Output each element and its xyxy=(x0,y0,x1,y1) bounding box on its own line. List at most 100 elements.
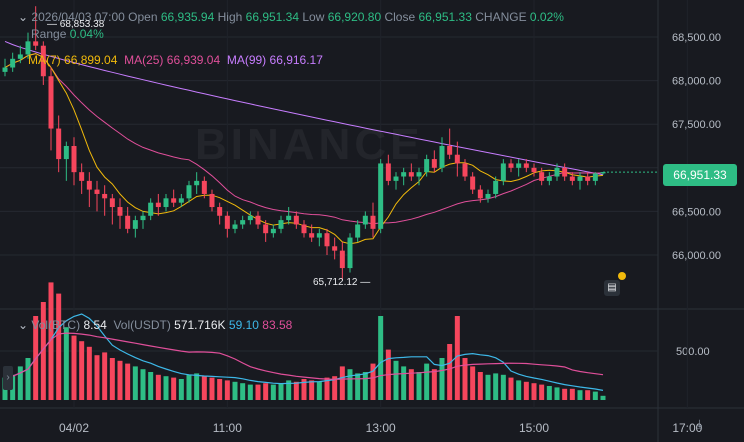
volume-bar xyxy=(378,316,384,400)
volume-bar xyxy=(439,358,445,400)
volume-bar xyxy=(301,379,307,400)
volume-bar xyxy=(362,372,368,400)
candle-body xyxy=(454,154,460,164)
volume-bar xyxy=(86,346,92,400)
volume-bar xyxy=(393,360,399,400)
volume-bar xyxy=(355,373,361,400)
volume-bar xyxy=(240,383,246,400)
candle-body xyxy=(554,167,560,177)
candle-body xyxy=(293,215,299,225)
volume-bar xyxy=(102,352,108,400)
candle-body xyxy=(247,215,253,221)
candle-body xyxy=(592,173,598,181)
volume-bar xyxy=(562,388,568,400)
volume-bar xyxy=(554,387,560,400)
candle-body xyxy=(385,163,391,181)
vol-row: ⌄ Vol(BTC) 8.54 Vol(USDT) 571.716K 59.10… xyxy=(18,318,292,332)
low-value: 66,920.80 xyxy=(327,10,382,24)
candle-body xyxy=(370,215,376,229)
volume-bar xyxy=(255,384,261,400)
candle-body xyxy=(470,176,476,190)
volume-bar xyxy=(454,316,460,400)
volume-bar xyxy=(125,363,131,400)
candle-body xyxy=(178,198,184,203)
volume-bar xyxy=(516,380,522,400)
vol-collapse-icon[interactable]: ⌄ xyxy=(18,318,29,332)
ma99-line xyxy=(4,40,604,176)
volume-bar xyxy=(309,380,315,400)
candle-body xyxy=(209,193,215,208)
volume-bar xyxy=(171,377,177,400)
volume-bar xyxy=(278,383,284,400)
volume-bar xyxy=(40,302,46,400)
volume-bar xyxy=(71,335,77,400)
volume-bar xyxy=(263,383,269,400)
volume-bar xyxy=(477,372,483,400)
ma25-line xyxy=(4,53,604,225)
candle-body xyxy=(600,172,606,174)
candle-body xyxy=(63,146,69,160)
watermark: BINANCE xyxy=(195,120,424,169)
candle-body xyxy=(117,207,123,216)
candle-body xyxy=(447,146,453,155)
volume-bar xyxy=(470,366,476,400)
volume-bar xyxy=(224,380,230,400)
candle-body xyxy=(86,180,92,190)
volume-bar xyxy=(117,360,123,400)
candle-body xyxy=(585,176,591,181)
candle-body xyxy=(79,172,85,181)
candle-body xyxy=(102,193,108,199)
volume-bar xyxy=(163,376,169,400)
volume-bar xyxy=(148,372,154,400)
volume-bar xyxy=(293,381,299,400)
candle-body xyxy=(217,207,223,216)
y-tick-label: 66,500.00 xyxy=(672,206,721,218)
volume-bar xyxy=(217,379,223,400)
volume-bar xyxy=(56,293,62,400)
candle-body xyxy=(132,220,138,229)
volume-bar xyxy=(132,366,138,400)
candle-body xyxy=(332,246,338,251)
ma7-label: MA(7) xyxy=(28,53,61,67)
candle-body xyxy=(278,220,284,229)
candle-body xyxy=(531,167,537,173)
candle-body xyxy=(462,163,468,177)
x-tick-label: 13:00 xyxy=(366,421,396,435)
candle-body xyxy=(493,180,499,194)
candle-body xyxy=(56,128,62,160)
fullscreen-icon[interactable]: ⤓ xyxy=(697,417,703,431)
vol-ma2-line xyxy=(4,332,604,380)
events-icon[interactable]: ▤ xyxy=(604,280,620,296)
vol-ma1-line xyxy=(4,313,604,391)
volume-bar xyxy=(600,395,606,400)
panel-toggle-button[interactable]: › xyxy=(3,366,13,390)
candle-body xyxy=(270,228,276,234)
candle-body xyxy=(378,163,384,229)
change-value: 0.02% xyxy=(529,10,564,24)
close-value: 66,951.33 xyxy=(418,10,472,24)
volume-bar xyxy=(493,373,499,400)
volume-bar xyxy=(186,374,192,400)
candle-body xyxy=(355,224,361,238)
candle-body xyxy=(577,176,583,181)
candle-body xyxy=(477,189,483,199)
range-label: Range xyxy=(31,27,67,41)
candle-body xyxy=(263,224,269,234)
header-date: 2026/04/03 07:00 xyxy=(31,10,125,24)
high-value: 66,951.34 xyxy=(245,10,300,24)
candle-body xyxy=(232,224,238,229)
collapse-icon[interactable]: ⌄ xyxy=(18,10,29,24)
x-tick-label: 17:00 xyxy=(672,421,702,435)
volume-bar xyxy=(232,381,238,400)
volume-bar xyxy=(109,358,115,400)
candle-body xyxy=(17,54,23,59)
volume-bar xyxy=(416,372,422,400)
volume-bar xyxy=(401,366,407,400)
volume-bar xyxy=(508,377,514,400)
candle-body xyxy=(347,237,353,269)
candle-body xyxy=(286,215,292,221)
candle-body xyxy=(94,189,100,194)
candle-body xyxy=(240,220,246,225)
ma25-label: MA(25) xyxy=(124,53,164,67)
